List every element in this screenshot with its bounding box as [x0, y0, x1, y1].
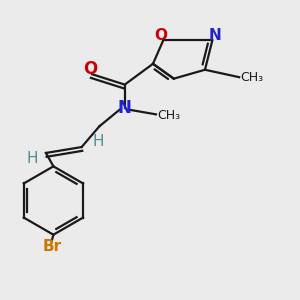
Text: Br: Br — [42, 238, 62, 253]
Text: H: H — [27, 152, 38, 166]
Text: H: H — [92, 134, 104, 149]
Text: O: O — [83, 60, 98, 78]
Text: N: N — [118, 99, 132, 117]
Text: CH₃: CH₃ — [241, 71, 264, 84]
Text: N: N — [209, 28, 222, 43]
Text: CH₃: CH₃ — [158, 109, 181, 122]
Text: O: O — [154, 28, 167, 43]
